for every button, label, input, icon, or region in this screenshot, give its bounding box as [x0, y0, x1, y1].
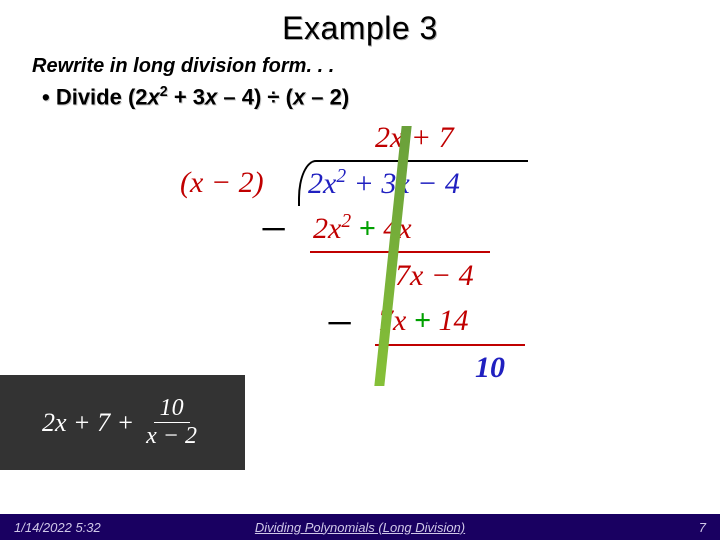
footer-timestamp: 1/14/2022 5:32: [14, 520, 101, 535]
minus-sign-1: −: [260, 202, 287, 257]
minus-sign-2: −: [326, 296, 353, 351]
footer-page-number: 7: [699, 520, 706, 535]
step2: 7x − 4: [395, 259, 474, 293]
answer-fraction: 10 x − 2: [140, 395, 203, 450]
step1: 2x2 + 4x: [313, 211, 412, 246]
remainder: 10: [475, 351, 505, 385]
answer-lead: 2x + 7 +: [42, 408, 134, 438]
problem-bullet: • Divide (2x2 + 3x – 4) ÷ (x – 2): [42, 84, 690, 110]
slide-title: Example 3: [30, 10, 690, 47]
rule-1: [310, 251, 490, 253]
rule-2: [375, 344, 525, 346]
dividend: 2x2 + 3x − 4: [308, 166, 460, 201]
step3: 7x + 14: [378, 304, 468, 338]
footer-title: Dividing Polynomials (Long Division): [255, 520, 465, 535]
divisor: (x − 2): [180, 166, 264, 200]
quotient: 2x + 7: [375, 121, 454, 155]
slide-subtitle: Rewrite in long division form. . .: [32, 55, 690, 78]
answer-denominator: x − 2: [140, 423, 203, 450]
final-answer-box: 2x + 7 + 10 x − 2: [0, 375, 245, 470]
slide-footer: 1/14/2022 5:32 Dividing Polynomials (Lon…: [0, 514, 720, 540]
answer-numerator: 10: [154, 395, 190, 423]
